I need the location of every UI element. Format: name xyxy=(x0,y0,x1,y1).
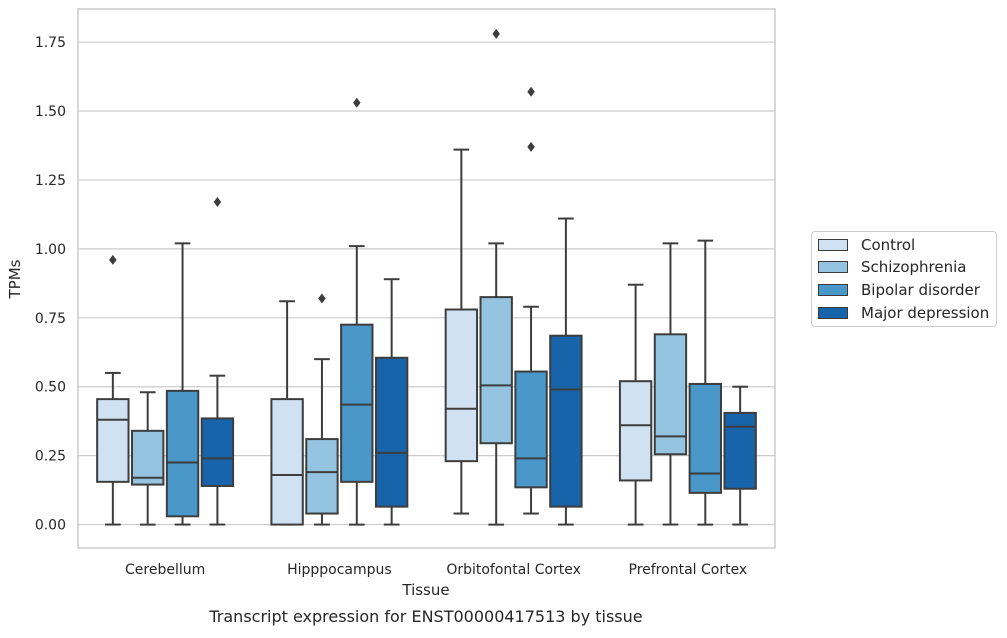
box-layer xyxy=(96,28,757,526)
legend-item-major-depression: Major depression xyxy=(818,303,989,323)
box-orbitofontal-cortex-schizophrenia xyxy=(479,28,513,526)
box-prefrontal-cortex-major-depression-iqr xyxy=(723,411,757,490)
legend-item-schizophrenia: Schizophrenia xyxy=(818,257,966,277)
box-orbitofontal-cortex-bipolar-disorder-iqr xyxy=(514,370,548,489)
box-cerebellum-bipolar-disorder xyxy=(165,242,200,526)
y-tick-label-0-25: 0.25 xyxy=(35,449,66,465)
legend-swatch-schizophrenia xyxy=(818,261,848,273)
y-tick-label-0-00: 0.00 xyxy=(35,518,66,534)
chart-title: Transcript expression for ENST0000041751… xyxy=(208,607,642,626)
y-axis-label: TPMs xyxy=(6,259,24,299)
x-tick-label-hipppocampus: Hipppocampus xyxy=(287,562,392,578)
y-tick-label-1-50: 1.50 xyxy=(35,104,66,120)
box-prefrontal-cortex-schizophrenia-iqr xyxy=(653,333,688,456)
x-tick-label-orbitofontal-cortex: Orbitofontal Cortex xyxy=(446,562,581,578)
box-orbitofontal-cortex-schizophrenia-iqr xyxy=(479,296,513,445)
box-cerebellum-major-depression xyxy=(200,196,235,526)
box-orbitofontal-cortex-bipolar-disorder xyxy=(514,86,548,515)
box-prefrontal-cortex-bipolar-disorder xyxy=(688,239,722,526)
box-orbitofontal-cortex-control xyxy=(444,148,479,515)
x-tick-label-prefrontal-cortex: Prefrontal Cortex xyxy=(629,562,748,578)
legend-label-schizophrenia: Schizophrenia xyxy=(861,258,967,276)
box-hipppocampus-bipolar-disorder-outlier-0 xyxy=(353,97,361,108)
box-prefrontal-cortex-bipolar-disorder-iqr xyxy=(688,382,722,494)
y-tick-label-0-75: 0.75 xyxy=(35,311,66,327)
plot-frame xyxy=(77,8,776,549)
box-orbitofontal-cortex-major-depression-iqr xyxy=(549,334,583,508)
legend-item-bipolar-disorder: Bipolar disorder xyxy=(818,280,980,300)
legend-item-control: Control xyxy=(818,235,915,255)
box-cerebellum-schizophrenia xyxy=(131,391,165,526)
box-cerebellum-control-outlier-0 xyxy=(109,254,117,265)
legend-swatch-control xyxy=(818,239,848,251)
y-tick-label-0-50: 0.50 xyxy=(35,380,66,396)
legend-label-control: Control xyxy=(861,236,916,254)
x-axis-label: Tissue xyxy=(401,581,449,599)
box-hipppocampus-control xyxy=(270,300,304,526)
box-cerebellum-bipolar-disorder-iqr xyxy=(165,389,200,518)
box-orbitofontal-cortex-control-iqr xyxy=(444,308,479,463)
legend-swatch-bipolar-disorder xyxy=(818,284,848,296)
box-hipppocampus-control-iqr xyxy=(270,398,304,526)
x-tick-labels: Cerebellum Hipppocampus Orbitofontal Corte… xyxy=(125,562,747,578)
box-cerebellum-control-iqr xyxy=(96,398,130,483)
box-hipppocampus-bipolar-disorder xyxy=(340,97,374,526)
box-orbitofontal-cortex-schizophrenia-outlier-0 xyxy=(492,28,500,39)
box-hipppocampus-major-depression-iqr xyxy=(374,356,409,508)
box-hipppocampus-schizophrenia-outlier-0 xyxy=(318,293,326,304)
legend-label-bipolar-disorder: Bipolar disorder xyxy=(861,281,980,299)
box-cerebellum-major-depression-outlier-0 xyxy=(213,196,222,207)
box-hipppocampus-schizophrenia xyxy=(305,293,339,526)
x-tick-label-cerebellum: Cerebellum xyxy=(125,562,205,578)
box-cerebellum-major-depression-iqr xyxy=(200,417,235,487)
box-cerebellum-schizophrenia-iqr xyxy=(131,429,165,486)
box-cerebellum-control xyxy=(96,254,130,526)
box-orbitofontal-cortex-bipolar-disorder-outlier-1 xyxy=(527,141,535,152)
box-orbitofontal-cortex-bipolar-disorder-outlier-0 xyxy=(527,86,535,97)
box-orbitofontal-cortex-major-depression xyxy=(549,217,583,526)
legend-label-major-depression: Major depression xyxy=(861,304,990,322)
box-hipppocampus-schizophrenia-iqr xyxy=(305,438,339,515)
box-prefrontal-cortex-control-iqr xyxy=(618,380,653,482)
y-tick-label-1-00: 1.00 xyxy=(35,242,66,258)
y-tick-labels: 0.00 0.25 0.50 0.75 1.00 1.25 1.50 1.75 xyxy=(35,35,66,533)
box-prefrontal-cortex-schizophrenia xyxy=(653,242,688,526)
box-prefrontal-cortex-control xyxy=(618,283,653,526)
box-prefrontal-cortex-major-depression xyxy=(723,385,757,526)
y-tick-label-1-75: 1.75 xyxy=(35,35,66,51)
box-hipppocampus-major-depression xyxy=(374,278,409,526)
legend: Control Schizophrenia Bipolar disorder M… xyxy=(811,231,997,327)
legend-swatch-major-depression xyxy=(818,307,848,319)
box-hipppocampus-bipolar-disorder-iqr xyxy=(340,323,374,483)
y-tick-label-1-25: 1.25 xyxy=(35,173,66,189)
